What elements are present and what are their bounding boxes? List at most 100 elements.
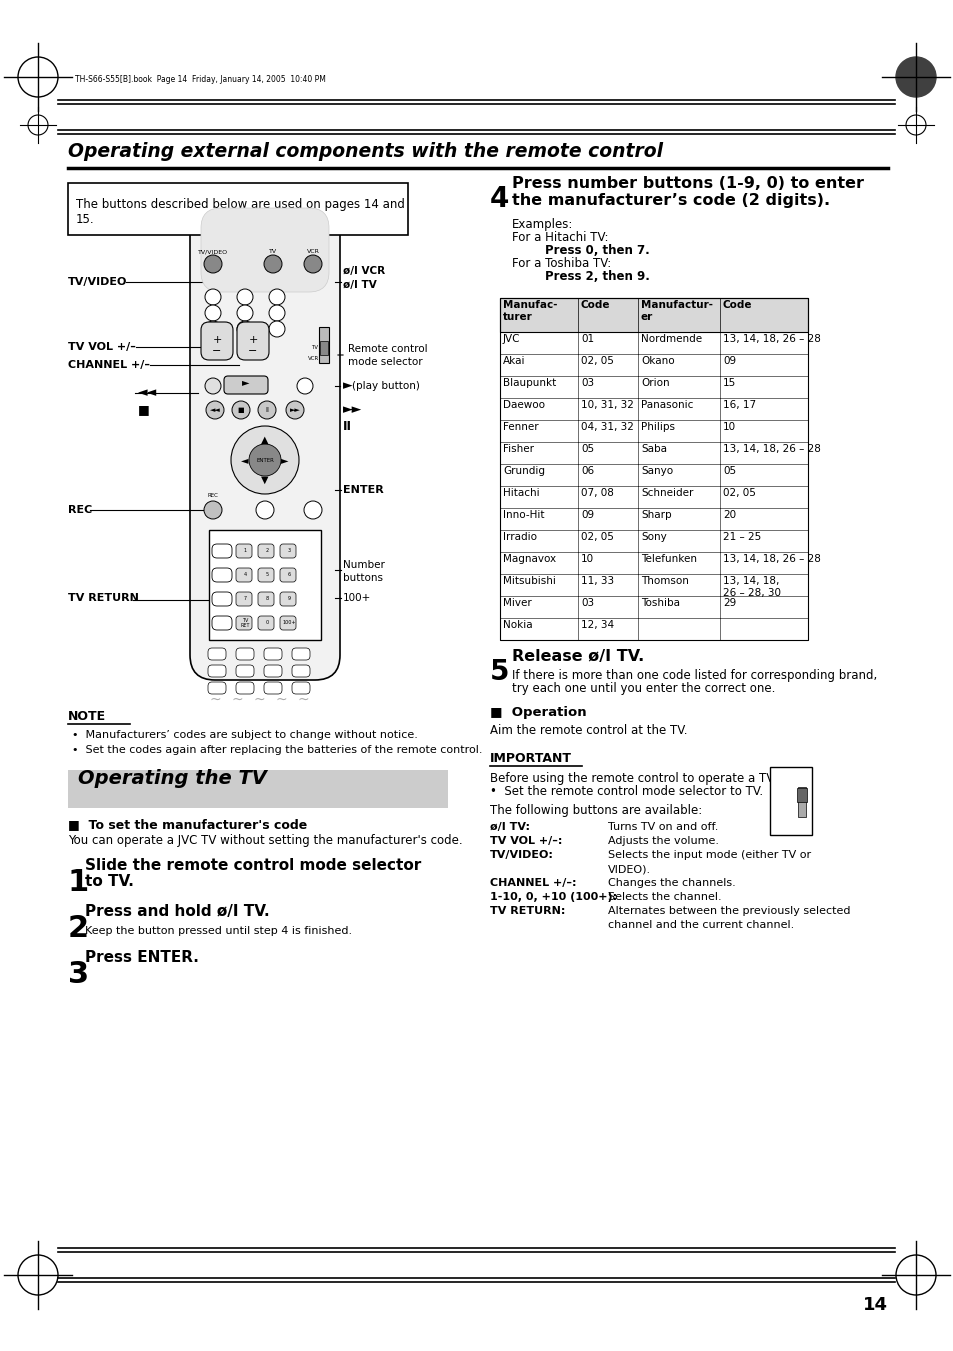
Bar — [209, 530, 320, 640]
Circle shape — [264, 255, 282, 273]
Text: VCR: VCR — [306, 249, 319, 254]
FancyBboxPatch shape — [264, 665, 282, 677]
Text: Remote control: Remote control — [348, 345, 427, 354]
Bar — [797, 788, 805, 817]
Text: The following buttons are available:: The following buttons are available: — [490, 804, 701, 817]
FancyBboxPatch shape — [235, 544, 252, 558]
Bar — [68, 182, 408, 235]
Text: ■: ■ — [138, 404, 150, 416]
Text: Operating the TV: Operating the TV — [78, 769, 267, 788]
Circle shape — [236, 305, 253, 322]
Bar — [499, 486, 807, 508]
Text: 3: 3 — [287, 549, 291, 554]
Text: JVC: JVC — [502, 334, 520, 345]
Text: 6: 6 — [287, 573, 291, 577]
Text: 04, 31, 32: 04, 31, 32 — [580, 422, 633, 432]
FancyBboxPatch shape — [190, 200, 339, 680]
FancyBboxPatch shape — [212, 567, 232, 582]
Text: •  Manufacturers’ codes are subject to change without notice.: • Manufacturers’ codes are subject to ch… — [71, 730, 417, 740]
Text: II: II — [265, 407, 269, 413]
Text: −: − — [213, 346, 221, 357]
Text: 13, 14, 18, 26 – 28: 13, 14, 18, 26 – 28 — [722, 334, 820, 345]
Text: 03: 03 — [580, 378, 594, 388]
Text: REC: REC — [208, 493, 218, 499]
FancyBboxPatch shape — [201, 208, 329, 292]
Text: +: + — [213, 335, 221, 345]
Circle shape — [205, 305, 221, 322]
Text: channel and the current channel.: channel and the current channel. — [607, 920, 794, 929]
Text: 15: 15 — [722, 378, 736, 388]
Text: 1: 1 — [68, 867, 90, 897]
FancyBboxPatch shape — [264, 648, 282, 661]
Text: try each one until you enter the correct one.: try each one until you enter the correct… — [512, 682, 775, 694]
Circle shape — [205, 322, 221, 336]
Text: ~: ~ — [209, 693, 220, 707]
Text: TV: TV — [269, 249, 276, 254]
Text: REC: REC — [68, 505, 92, 515]
FancyBboxPatch shape — [257, 616, 274, 630]
Text: ►: ► — [281, 455, 289, 465]
FancyBboxPatch shape — [212, 544, 232, 558]
Circle shape — [269, 322, 285, 336]
Text: Grundig: Grundig — [502, 466, 544, 476]
Text: Mitsubishi: Mitsubishi — [502, 576, 556, 586]
Text: ENTER: ENTER — [343, 485, 383, 494]
Text: Saba: Saba — [640, 444, 666, 454]
Bar — [318, 327, 329, 363]
Text: 20: 20 — [722, 509, 736, 520]
Bar — [68, 770, 448, 808]
Text: NOTE: NOTE — [68, 711, 106, 723]
Text: Code: Code — [580, 300, 610, 309]
Text: 3: 3 — [68, 961, 89, 989]
Text: 7: 7 — [243, 597, 246, 601]
Text: Daewoo: Daewoo — [502, 400, 544, 409]
Bar — [319, 340, 328, 355]
Circle shape — [257, 401, 275, 419]
Text: ø/I TV: ø/I TV — [343, 280, 376, 290]
FancyBboxPatch shape — [292, 648, 310, 661]
Text: 05: 05 — [722, 466, 736, 476]
Circle shape — [231, 426, 298, 494]
Circle shape — [304, 255, 322, 273]
Text: 100+: 100+ — [282, 620, 295, 626]
Text: 09: 09 — [722, 357, 736, 366]
Text: 1: 1 — [243, 549, 246, 554]
Circle shape — [204, 255, 222, 273]
Text: 02, 05: 02, 05 — [722, 488, 755, 499]
Text: to TV.: to TV. — [85, 874, 133, 889]
Circle shape — [205, 378, 221, 394]
Text: •  Set the remote control mode selector to TV.: • Set the remote control mode selector t… — [490, 785, 762, 798]
Text: Okano: Okano — [640, 357, 674, 366]
Text: 8: 8 — [265, 597, 269, 601]
Text: Press number buttons (1-9, 0) to enter: Press number buttons (1-9, 0) to enter — [512, 176, 863, 190]
Text: Before using the remote control to operate a TV;: Before using the remote control to opera… — [490, 771, 778, 785]
Text: ~: ~ — [274, 693, 287, 707]
Text: 13, 14, 18, 26 – 28: 13, 14, 18, 26 – 28 — [722, 554, 820, 563]
Circle shape — [304, 501, 322, 519]
Text: 10: 10 — [580, 554, 594, 563]
Circle shape — [205, 289, 221, 305]
Text: mode selector: mode selector — [348, 357, 422, 367]
Text: ■: ■ — [237, 407, 244, 413]
FancyBboxPatch shape — [280, 544, 295, 558]
Circle shape — [236, 322, 253, 336]
Text: CHANNEL +/–: CHANNEL +/– — [68, 359, 150, 370]
FancyBboxPatch shape — [224, 376, 268, 394]
Text: VIDEO).: VIDEO). — [607, 865, 651, 874]
Text: ►►: ►► — [290, 407, 300, 413]
Text: −: − — [248, 346, 257, 357]
Text: Changes the channels.: Changes the channels. — [607, 878, 735, 888]
Text: Blaupunkt: Blaupunkt — [502, 378, 556, 388]
Text: Code: Code — [722, 300, 752, 309]
Bar — [499, 596, 807, 617]
Text: ■  To set the manufacturer's code: ■ To set the manufacturer's code — [68, 817, 307, 831]
FancyBboxPatch shape — [235, 592, 252, 607]
FancyBboxPatch shape — [264, 682, 282, 694]
Text: 21 – 25: 21 – 25 — [722, 532, 760, 542]
Bar — [796, 788, 806, 802]
Text: Sharp: Sharp — [640, 509, 671, 520]
FancyBboxPatch shape — [257, 592, 274, 607]
Text: Fisher: Fisher — [502, 444, 534, 454]
Text: Sony: Sony — [640, 532, 666, 542]
Text: You can operate a JVC TV without setting the manufacturer's code.: You can operate a JVC TV without setting… — [68, 834, 462, 847]
